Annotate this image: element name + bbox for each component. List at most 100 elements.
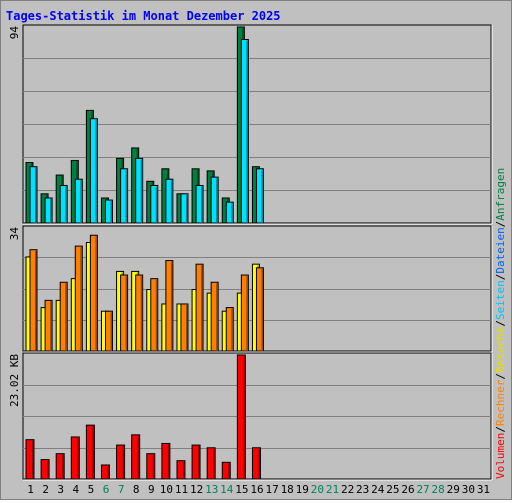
bar-body <box>240 274 249 352</box>
bar-body <box>120 274 129 352</box>
bar-rechner-day-13 <box>210 281 219 352</box>
x-tick-label-day-20: 20 <box>311 483 324 496</box>
bar-body <box>195 263 204 352</box>
bar-shade <box>185 304 188 351</box>
bar-body <box>59 184 68 224</box>
bar-body <box>70 436 80 480</box>
bar-shade <box>110 312 112 351</box>
bar-body <box>120 168 129 224</box>
side-legend-text: Volumen/Rechner/Besuche/Seiten/Dateien/A… <box>494 168 507 479</box>
bar-body <box>116 444 126 480</box>
bar-volumen-day-15 <box>236 354 246 480</box>
chart-title: Tages-Statistik im Monat Dezember 2025 <box>6 9 281 23</box>
bar-volumen-day-1 <box>25 439 35 480</box>
x-tick-label-day-19: 19 <box>296 483 309 496</box>
bar-shade <box>122 446 125 479</box>
bar-shade <box>231 203 233 223</box>
x-tick-label-day-26: 26 <box>401 483 414 496</box>
x-axis-tick-labels: 1 2 3 4 5 6 7 8 9 10 11 12 13 14 15 16 17 18 19 20 21 22 23 24 2… <box>27 483 490 496</box>
bar-rechner-day-7 <box>120 274 129 352</box>
x-tick-label-day-13: 13 <box>205 483 218 496</box>
bar-rechner-day-11 <box>180 303 189 352</box>
chart-panels: 94 34 23.02 KB <box>8 24 493 481</box>
bar-body <box>29 249 38 352</box>
bar-shade <box>170 261 173 351</box>
bar-body <box>74 178 83 224</box>
bar-body <box>165 178 174 224</box>
bar-dateien-day-1 <box>29 166 38 224</box>
bar-body <box>89 118 98 224</box>
bar-body <box>25 439 35 480</box>
x-tick-label-day-2: 2 <box>42 483 49 496</box>
bar-rechner-day-12 <box>195 263 204 352</box>
bar-shade <box>32 440 34 479</box>
bar-body <box>236 354 246 480</box>
bar-rechner-day-16 <box>255 267 264 352</box>
bar-body <box>221 461 231 480</box>
bar-dateien-day-12 <box>195 184 204 224</box>
bar-body <box>146 453 156 480</box>
bar-shade <box>228 463 230 479</box>
side-legend: Volumen/Rechner/Besuche/Seiten/Dateien/A… <box>494 168 507 479</box>
x-tick-label-day-9: 9 <box>148 483 155 496</box>
bar-rechner-day-15 <box>240 274 249 352</box>
bar-shade <box>185 194 188 223</box>
x-tick-label-day-4: 4 <box>73 483 80 496</box>
legend-item-separator: / <box>494 426 507 433</box>
bar-volumen-day-6 <box>100 464 110 480</box>
bar-volumen-day-8 <box>131 434 141 480</box>
bar-body <box>44 299 53 352</box>
bar-shade <box>201 186 203 223</box>
bar-body <box>150 278 159 352</box>
legend-item-separator: / <box>494 373 507 380</box>
bar-shade <box>65 283 67 351</box>
bar-shade <box>167 444 170 479</box>
bar-volumen-day-13 <box>206 447 216 480</box>
bar-shade <box>80 247 82 351</box>
bar-volumen-day-3 <box>55 453 65 480</box>
chart-panel-2: 34 <box>8 225 493 353</box>
legend-item-separator: / <box>494 320 507 327</box>
bar-shade <box>50 198 52 223</box>
bar-dateien-day-3 <box>59 184 68 224</box>
bar-rechner-day-5 <box>89 234 98 352</box>
legend-item-separator: / <box>494 274 507 281</box>
bar-body <box>44 197 53 224</box>
bar-shade <box>201 265 203 351</box>
x-tick-label-day-17: 17 <box>265 483 278 496</box>
x-tick-label-day-5: 5 <box>88 483 95 496</box>
bar-volumen-day-7 <box>116 444 126 480</box>
bar-shade <box>140 276 143 351</box>
bar-shade <box>50 301 52 351</box>
chart-panel-3: 23.02 KB <box>8 352 493 481</box>
x-tick-label-day-3: 3 <box>57 483 64 496</box>
x-tick-label-day-24: 24 <box>371 483 385 496</box>
bar-body <box>206 447 216 480</box>
x-tick-label-day-31: 31 <box>477 483 490 496</box>
x-tick-label-day-14: 14 <box>220 483 234 496</box>
bar-shade <box>35 167 37 223</box>
bar-rechner-day-9 <box>150 278 159 352</box>
bar-shade <box>65 186 67 223</box>
legend-item-besuche: Besuche <box>494 327 507 373</box>
x-tick-label-day-30: 30 <box>462 483 475 496</box>
bar-shade <box>216 178 218 223</box>
chart-panel-1: 94 <box>8 24 493 225</box>
bar-rechner-day-14 <box>225 307 234 352</box>
bar-volumen-day-9 <box>146 453 156 480</box>
x-tick-label-day-16: 16 <box>250 483 263 496</box>
legend-item-separator: / <box>494 221 507 228</box>
bar-body <box>150 184 159 224</box>
bar-body <box>210 176 219 224</box>
bar-body <box>161 442 171 480</box>
bar-shade <box>125 276 128 351</box>
bar-dateien-day-7 <box>120 168 129 224</box>
bar-body <box>55 453 65 480</box>
bar-shade <box>246 40 248 224</box>
x-tick-label-day-27: 27 <box>416 483 429 496</box>
bar-body <box>176 460 186 480</box>
legend-item-anfragen: Anfragen <box>494 168 507 221</box>
bar-rechner-day-6 <box>104 310 113 352</box>
bar-shade <box>182 461 185 479</box>
